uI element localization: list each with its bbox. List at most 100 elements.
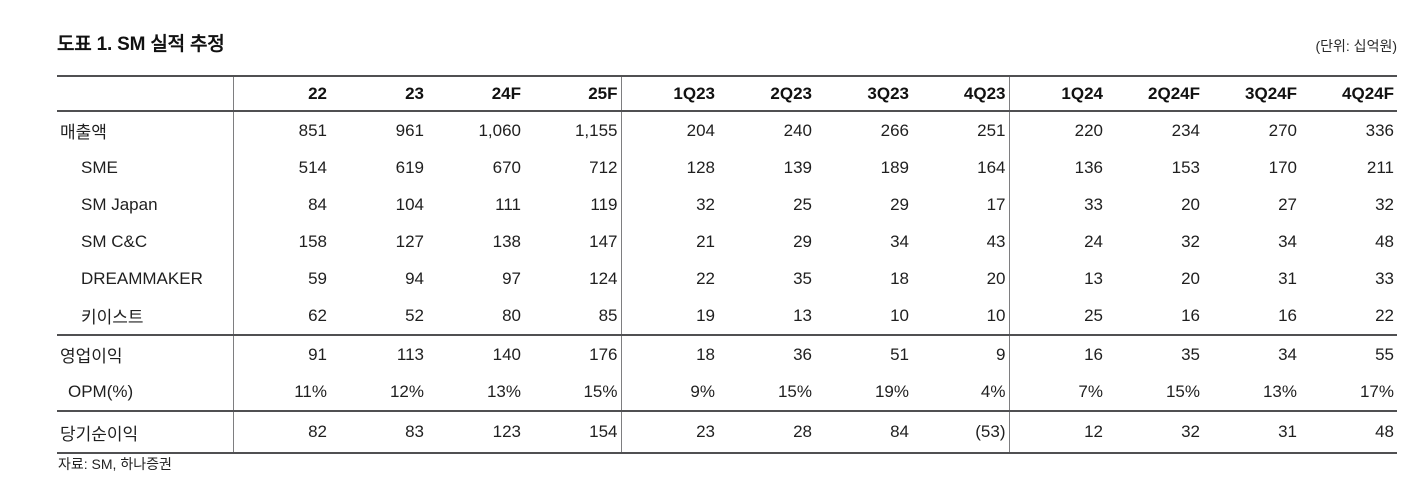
table-cell: 28 (793, 422, 812, 441)
table-cell: 123 (492, 422, 521, 441)
table-cell: 961 (395, 120, 424, 140)
figure-title: 도표 1. SM 실적 추정 (57, 34, 225, 55)
table-cell: 851 (232, 111, 330, 149)
table-cell: 34 (1278, 231, 1297, 251)
table-cell: 17 (986, 194, 1006, 214)
row-label: 영업이익 (60, 347, 123, 366)
column-header: 24F (491, 83, 521, 103)
table-cell: 13 (1008, 260, 1106, 297)
table-cell: 35 (793, 268, 812, 288)
table-cell: 20 (1181, 194, 1200, 214)
table-cell: 80 (502, 305, 521, 325)
table-cell: 84 (890, 422, 909, 441)
table-cell: 15% (583, 381, 618, 401)
table-cell: 29 (793, 231, 812, 251)
row-label: OPM(%) (68, 381, 134, 401)
table-cell: 36 (793, 344, 812, 364)
table-cell: 59 (232, 260, 330, 297)
table-cell: 32 (1375, 194, 1394, 214)
table-cell: 23 (620, 411, 718, 453)
table-cell: 22 (620, 260, 718, 297)
table-cell: 94 (405, 268, 424, 288)
table-cell: 97 (502, 268, 521, 288)
table-cell: 136 (1008, 149, 1106, 186)
table-cell: 22 (1375, 305, 1394, 325)
column-header: 23 (405, 83, 424, 103)
table-cell: 34 (890, 231, 909, 251)
table-cell: 140 (492, 344, 521, 364)
column-header: 4Q23 (963, 83, 1006, 103)
column-header: 1Q23 (620, 76, 718, 111)
table-cell: 91 (232, 335, 330, 373)
table-cell: 13% (1262, 381, 1297, 401)
row-label: 당기순이익 (60, 424, 139, 444)
table-cell: 11% (232, 373, 330, 411)
table-cell: 16 (1278, 305, 1297, 325)
table-row: 당기순이익 82 83 123 154 23 28 84 (53) 12 32 31 48 (57, 411, 1397, 453)
table-cell: 34 (1278, 344, 1297, 364)
table-cell: 266 (880, 120, 909, 140)
table-cell: 9% (620, 373, 718, 411)
table-cell: 9 (996, 344, 1006, 364)
row-label-header (57, 76, 233, 111)
table-cell: 1,155 (574, 120, 618, 140)
table-cell: 270 (1268, 120, 1297, 140)
column-header: 22 (232, 76, 330, 111)
table-cell: 16 (1181, 305, 1200, 325)
table-cell: 124 (589, 268, 618, 288)
table-cell: 336 (1365, 120, 1394, 140)
row-label: DREAMMAKER (81, 268, 203, 288)
row-label: SME (81, 157, 118, 177)
table-cell: 20 (1181, 268, 1200, 288)
row-label: 매출액 (60, 123, 107, 142)
table-cell: 43 (986, 231, 1006, 251)
table-cell: 18 (620, 335, 718, 373)
table-cell: 119 (590, 194, 618, 214)
column-header: 2Q24F (1148, 83, 1200, 103)
figure-title-row: 도표 1. SM 실적 추정 (단위: 십억원) (57, 26, 1397, 56)
table-cell: 1,060 (478, 120, 521, 140)
table-cell: 147 (589, 231, 618, 251)
table-cell: 15% (1165, 381, 1200, 401)
table-cell: 15% (777, 381, 812, 401)
table-row: SM C&C 158 127 138 147 21 29 34 43 24 32 34 48 (57, 223, 1397, 260)
unit-note: (단위: 십억원) (1315, 38, 1397, 54)
table-cell: 17% (1359, 381, 1394, 401)
table-body: 매출액 851 961 1,060 1,155 204 240 266 251 220 234 270… (57, 111, 1397, 453)
table-cell: 113 (396, 344, 424, 364)
table-cell: 712 (589, 157, 618, 177)
table-cell: 48 (1375, 231, 1394, 251)
table-cell: 21 (620, 223, 718, 260)
column-header: 3Q24F (1245, 83, 1297, 103)
source-note: 자료: SM, 하나증권 (58, 456, 172, 472)
table-cell: 18 (890, 268, 909, 288)
table-cell: 19 (620, 297, 718, 335)
table-cell: 240 (783, 120, 812, 140)
table-cell: 164 (977, 157, 1006, 177)
table-row: DREAMMAKER 59 94 97 124 22 35 18 20 13 20 31 33 (57, 260, 1397, 297)
table-cell: 619 (395, 157, 424, 177)
table-cell: 27 (1278, 194, 1297, 214)
table-cell: 25 (1008, 297, 1106, 335)
table-cell: 31 (1278, 268, 1297, 288)
column-header: 4Q24F (1342, 83, 1394, 103)
earnings-estimate-table: 22 23 24F 25F 1Q23 2Q23 3Q23 4Q23 1Q24 2Q24F 3Q24F… (57, 75, 1397, 454)
table-cell: 514 (232, 149, 330, 186)
table-cell: 51 (890, 344, 909, 364)
table-cell: 33 (1008, 186, 1106, 223)
table-cell: 211 (1366, 157, 1394, 177)
table-cell: 220 (1008, 111, 1106, 149)
table-cell: 670 (492, 157, 521, 177)
table-row: OPM(%) 11% 12% 13% 15% 9% 15% 19% 4% 7% 15% 13% 17% (57, 373, 1397, 411)
table-cell: 204 (620, 111, 718, 149)
table-cell: 52 (405, 305, 424, 325)
table-cell: 10 (890, 305, 909, 325)
table-cell: 32 (620, 186, 718, 223)
table-cell: 111 (495, 194, 521, 214)
table-cell: 10 (986, 305, 1006, 325)
table-cell: 12 (1008, 411, 1106, 453)
table-cell: 158 (232, 223, 330, 260)
table-cell: 139 (783, 157, 812, 177)
table-cell: 189 (880, 157, 909, 177)
